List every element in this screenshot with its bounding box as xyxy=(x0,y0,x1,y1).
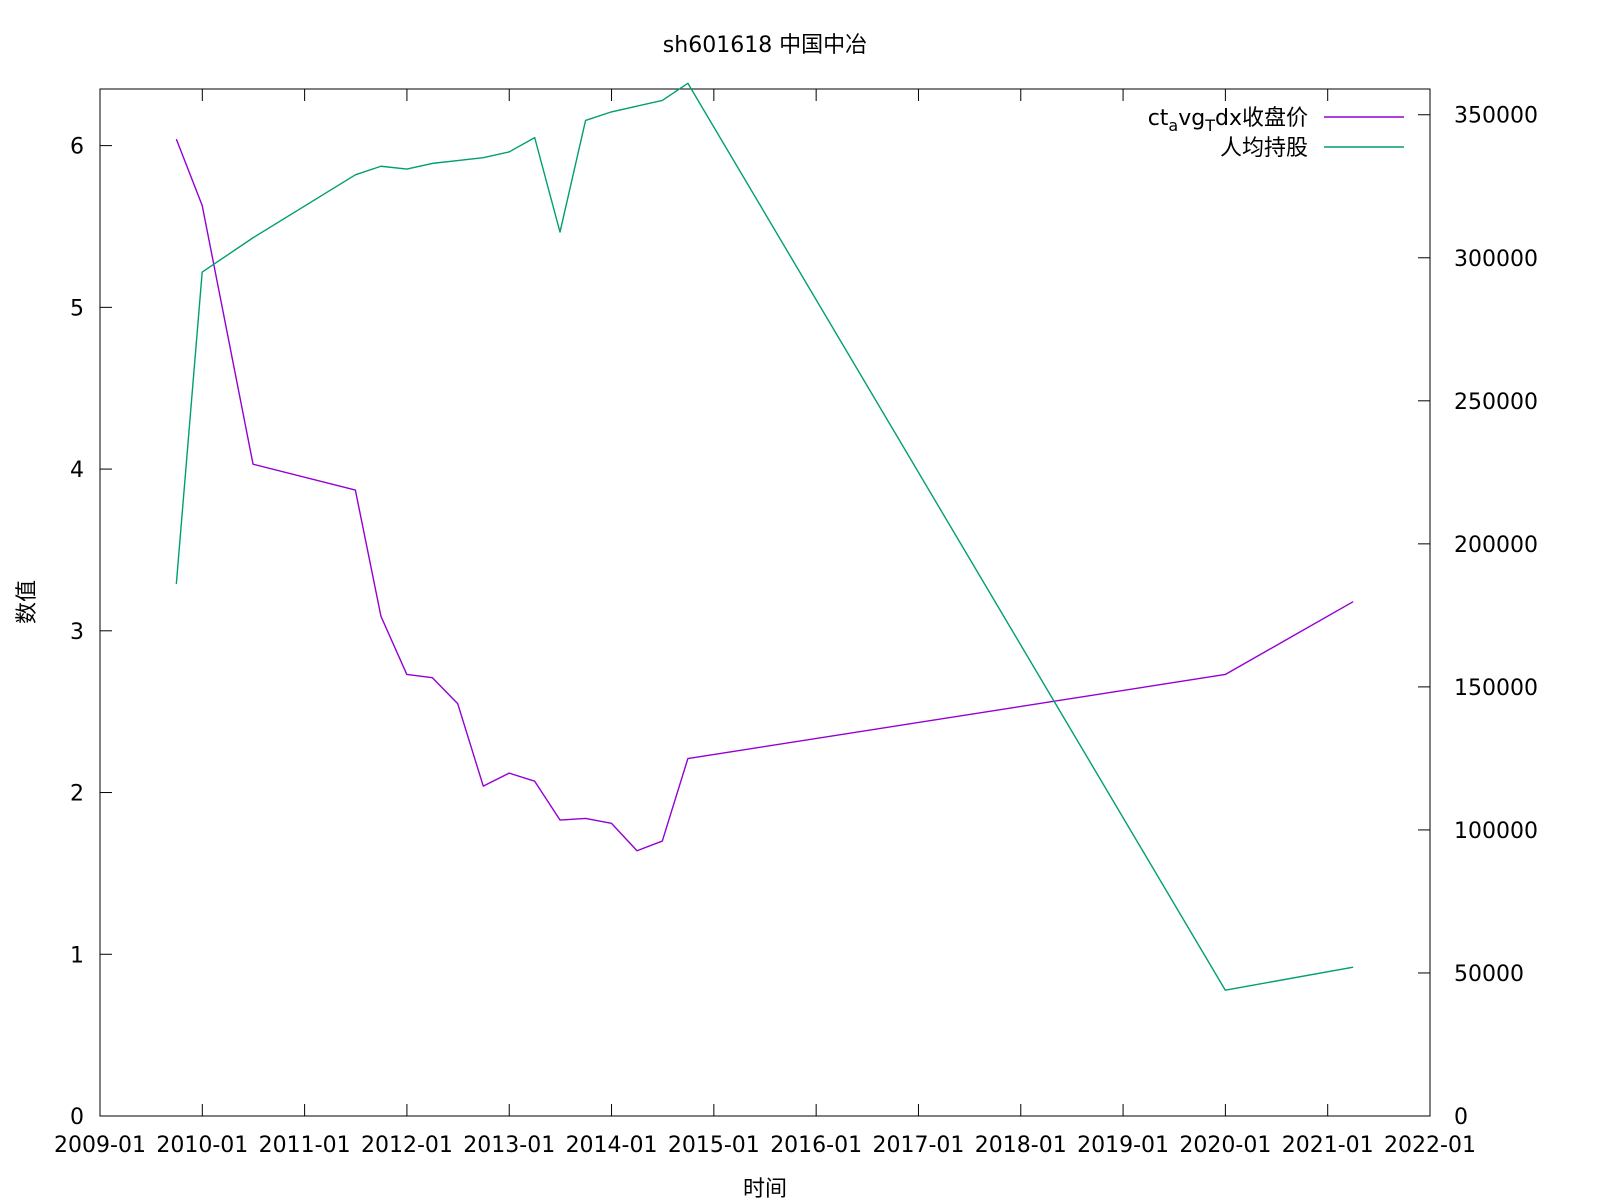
x-tick-label: 2017-01 xyxy=(873,1133,965,1158)
legend-label-part: vg xyxy=(1178,106,1205,131)
y-tick-label: 5 xyxy=(70,296,84,321)
y2-tick-label: 300000 xyxy=(1454,247,1538,272)
x-tick-label: 2014-01 xyxy=(566,1133,658,1158)
x-tick-label: 2009-01 xyxy=(54,1133,146,1158)
legend-label-part: T xyxy=(1204,116,1215,135)
x-tick-label: 2018-01 xyxy=(975,1133,1067,1158)
x-tick-label: 2020-01 xyxy=(1179,1133,1271,1158)
y-tick-label: 0 xyxy=(70,1105,84,1130)
x-tick-label: 2012-01 xyxy=(361,1133,453,1158)
y2-tick-label: 200000 xyxy=(1454,533,1538,558)
y-tick-label: 4 xyxy=(70,458,84,483)
y-tick-label: 2 xyxy=(70,782,84,807)
x-tick-label: 2021-01 xyxy=(1282,1133,1374,1158)
legend-label-part: ct xyxy=(1148,106,1169,131)
y2-tick-label: 100000 xyxy=(1454,819,1538,844)
x-tick-label: 2022-01 xyxy=(1384,1133,1476,1158)
y2-tick-label: 0 xyxy=(1454,1105,1468,1130)
x-tick-label: 2015-01 xyxy=(668,1133,760,1158)
x-tick-label: 2019-01 xyxy=(1077,1133,1169,1158)
series-line-1 xyxy=(175,138,1354,852)
series-line-2 xyxy=(175,82,1354,991)
y2-tick-label: 50000 xyxy=(1454,962,1524,987)
y2-tick-label: 250000 xyxy=(1454,390,1538,415)
chart-title: sh601618 中国中冶 xyxy=(663,33,867,58)
y-axis-label: 数值 xyxy=(15,580,40,624)
y-tick-label: 3 xyxy=(70,620,84,645)
x-tick-label: 2013-01 xyxy=(463,1133,555,1158)
legend-label-part: dx收盘价 xyxy=(1215,106,1308,131)
legend-label-part: a xyxy=(1168,116,1178,135)
ticks-layer: 2009-01 2010-01 2011-01 2012-01 2013-01 2014-… xyxy=(54,89,1538,1158)
y2-tick-label: 350000 xyxy=(1454,104,1538,129)
x-tick-label: 2016-01 xyxy=(770,1133,862,1158)
series-layer xyxy=(175,82,1354,991)
y-tick-label: 1 xyxy=(70,943,84,968)
plot-frame xyxy=(99,88,1431,1117)
legend-label-2: 人均持股 xyxy=(1220,136,1308,161)
x-tick-label: 2011-01 xyxy=(259,1133,351,1158)
x-tick-label: 2010-01 xyxy=(156,1133,248,1158)
legend-label-1: ctavgTdx收盘价 xyxy=(1148,106,1308,135)
y-tick-label: 6 xyxy=(70,135,84,160)
y2-tick-label: 150000 xyxy=(1454,676,1538,701)
x-axis-label: 时间 xyxy=(743,1177,787,1200)
